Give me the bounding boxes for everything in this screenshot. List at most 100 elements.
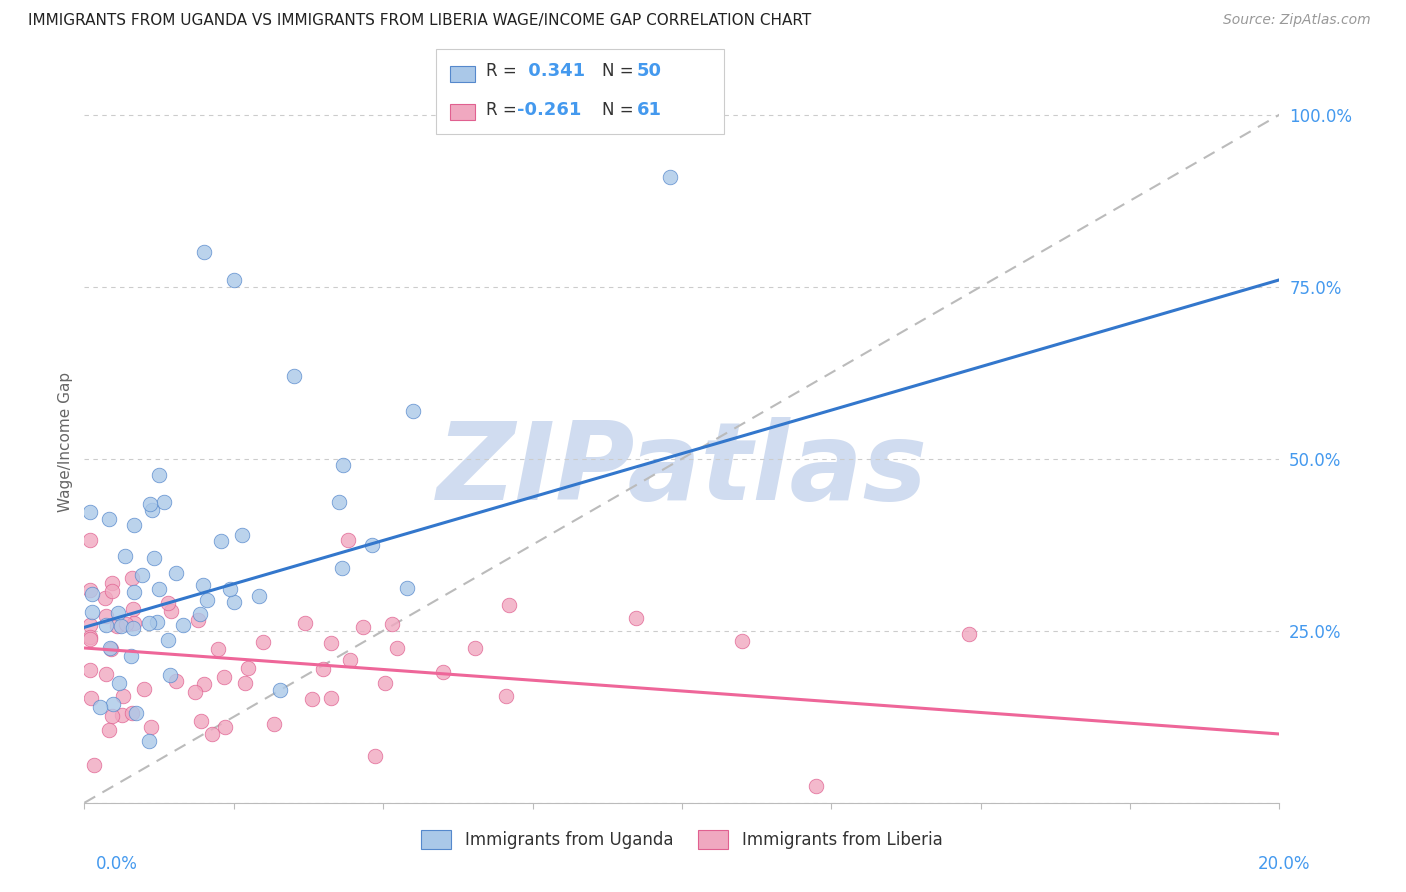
Text: 50: 50 [637,62,662,80]
Point [107,606,129,620]
Point [806,780,828,794]
Point [153,495,176,509]
Point [195,593,218,607]
Text: R =: R = [486,62,523,80]
Text: N =: N = [602,62,638,80]
Point [108,676,131,690]
Point [184,685,207,699]
Point [201,727,224,741]
Point [233,675,256,690]
Point [339,653,361,667]
Point [328,495,350,509]
Point [101,709,124,723]
Point [402,403,425,417]
Point [361,538,384,552]
Point [112,690,135,704]
Point [311,662,333,676]
Point [352,619,374,633]
Point [138,616,160,631]
Point [121,571,143,585]
Point [98,640,121,655]
Point [464,641,486,656]
Point [193,578,215,592]
Point [156,596,179,610]
Point [94,617,117,632]
Text: 20.0%: 20.0% [1258,855,1310,872]
Point [79,582,101,597]
Point [114,549,136,563]
Point [120,649,142,664]
Point [148,582,170,597]
Point [207,642,229,657]
Point [218,582,240,596]
Point [121,602,143,616]
Point [80,587,103,601]
Point [159,668,181,682]
Point [121,706,143,721]
Text: Source: ZipAtlas.com: Source: ZipAtlas.com [1223,13,1371,28]
Point [79,533,101,548]
Point [160,604,183,618]
Point [101,697,124,711]
Point [731,634,754,648]
Point [364,749,387,764]
Point [79,505,101,519]
Point [89,700,111,714]
Point [381,616,404,631]
Point [231,528,253,542]
Point [432,665,454,679]
Point [110,618,132,632]
Legend: Immigrants from Uganda, Immigrants from Liberia: Immigrants from Uganda, Immigrants from … [415,823,949,856]
Point [236,661,259,675]
Point [139,497,162,511]
Point [498,598,520,612]
Point [101,575,124,590]
Y-axis label: Wage/Income Gap: Wage/Income Gap [58,371,73,512]
Text: N =: N = [602,101,638,119]
Point [79,663,101,677]
Point [148,468,170,483]
Point [336,533,359,548]
Point [97,723,120,738]
Point [101,584,124,599]
Point [187,614,209,628]
Point [138,734,160,748]
Point [283,369,305,384]
Point [141,503,163,517]
Point [94,591,117,606]
Text: 61: 61 [637,101,662,119]
Point [332,458,354,473]
Text: -0.261: -0.261 [517,101,582,119]
Point [79,632,101,646]
Point [122,518,145,533]
Point [395,581,418,595]
Point [125,706,148,720]
Point [385,640,408,655]
Point [83,758,105,772]
Point [269,683,291,698]
Point [165,566,187,580]
Point [263,716,285,731]
Point [105,619,128,633]
Point [249,589,271,603]
Point [319,691,342,706]
Point [134,681,156,696]
Point [122,615,145,630]
Point [294,616,316,631]
Point [209,533,232,548]
Point [330,561,353,575]
Point [141,720,163,734]
Point [79,630,101,644]
Point [193,245,215,260]
Text: R =: R = [486,101,523,119]
Point [188,607,211,622]
Point [319,636,342,650]
Text: 0.341: 0.341 [522,62,585,80]
Point [131,567,153,582]
Point [165,673,187,688]
Text: IMMIGRANTS FROM UGANDA VS IMMIGRANTS FROM LIBERIA WAGE/INCOME GAP CORRELATION CH: IMMIGRANTS FROM UGANDA VS IMMIGRANTS FRO… [28,13,811,29]
Point [94,609,117,624]
Point [301,692,323,706]
Point [374,676,396,690]
Point [222,595,245,609]
